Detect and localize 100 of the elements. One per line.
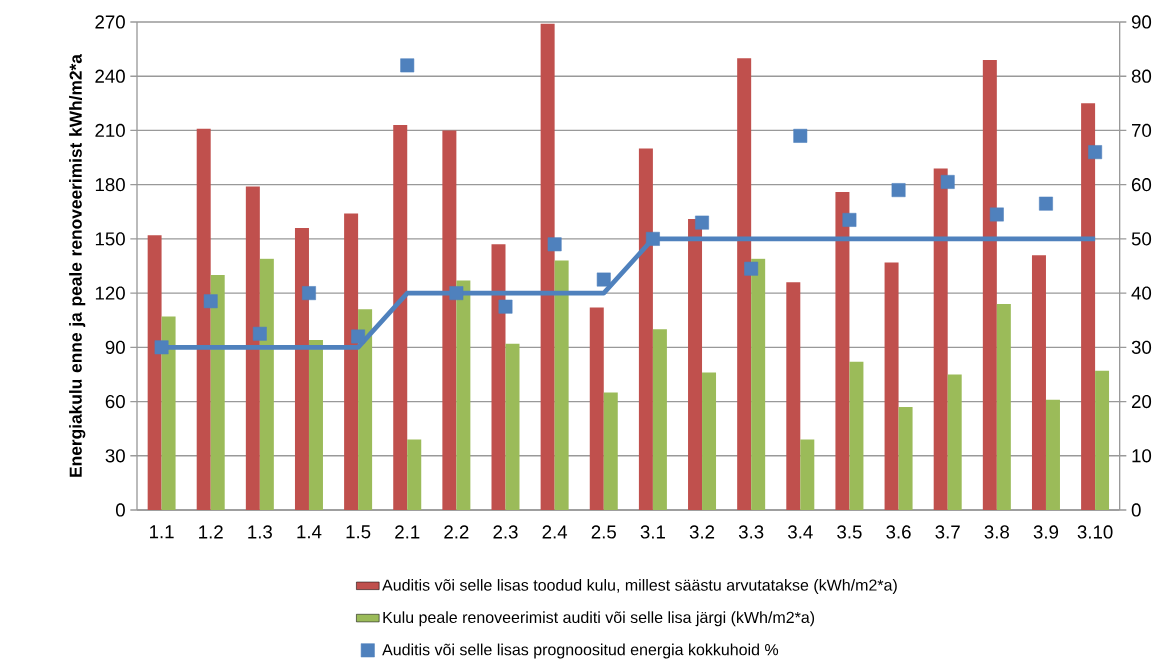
bar xyxy=(407,439,422,510)
x-tick-label: 3.5 xyxy=(837,525,862,539)
bar xyxy=(245,186,260,510)
point xyxy=(498,299,513,314)
x-tick-label: 1.4 xyxy=(297,525,322,539)
x-tick-label: 3.8 xyxy=(984,525,1009,539)
point xyxy=(989,207,1004,222)
bar xyxy=(344,213,359,510)
bar xyxy=(196,128,211,510)
bar xyxy=(161,316,176,510)
point xyxy=(400,58,415,73)
x-tick-label: 1.1 xyxy=(150,525,174,539)
point xyxy=(154,340,169,355)
legend-label: Auditis või selle lisas prognoositud energia kokkuhoid % xyxy=(382,643,779,659)
point xyxy=(842,212,857,227)
bar xyxy=(947,374,962,510)
legend-label: Kulu peale renoveerimist auditi või selle lisa järgi (kWh/m2*a) xyxy=(383,611,815,627)
x-tick-label: 3.1 xyxy=(640,525,665,539)
x-tick-label: 3.3 xyxy=(738,525,764,539)
x-tick-label: 1.2 xyxy=(199,525,223,539)
bar xyxy=(751,258,766,510)
x-tick-label: 2.2 xyxy=(444,525,469,539)
y-tick-label: 180 xyxy=(95,178,125,192)
bar xyxy=(849,361,864,510)
point xyxy=(744,261,759,276)
bar xyxy=(259,258,274,510)
y-tick-label: 150 xyxy=(95,232,125,246)
bar xyxy=(884,262,899,510)
point xyxy=(1039,196,1053,211)
point xyxy=(793,128,808,143)
bar xyxy=(393,125,408,510)
bar xyxy=(800,439,815,510)
y2-tick-label: 10 xyxy=(1132,449,1152,463)
bar xyxy=(702,372,717,510)
x-tick-label: 2.4 xyxy=(542,525,568,539)
y2-tick-label: 30 xyxy=(1131,340,1152,354)
bar xyxy=(540,23,555,510)
point xyxy=(203,294,218,309)
y2-tick-label: 60 xyxy=(1131,178,1152,192)
bar xyxy=(589,307,604,510)
x-tick-label: 1.5 xyxy=(346,525,371,539)
point xyxy=(596,272,611,287)
bar xyxy=(1095,370,1110,510)
x-tick-label: 3.10 xyxy=(1077,525,1113,539)
x-tick-label: 1.3 xyxy=(248,525,272,539)
point xyxy=(302,286,316,301)
y-tick-label: 210 xyxy=(95,123,125,138)
bar xyxy=(505,343,520,510)
point xyxy=(1088,145,1103,160)
x-tick-label: 3.6 xyxy=(886,525,911,539)
bar xyxy=(933,168,948,510)
point xyxy=(891,183,906,198)
y-axis-title: Energiakulu enne ja peale renoveerimist kWh/m2*a xyxy=(69,53,86,477)
x-tick-label: 3.7 xyxy=(935,525,960,539)
y-tick-label: 240 xyxy=(95,69,125,83)
bar xyxy=(456,280,471,510)
y2-tick-label: 80 xyxy=(1131,69,1152,83)
bar xyxy=(491,244,506,510)
y-tick-label: 120 xyxy=(95,286,125,300)
y2-tick-label: 70 xyxy=(1132,123,1152,138)
legend-label: Auditis või selle lisas toodud kulu, millest säästu arvutatakse (kWh/m2*a) xyxy=(382,579,897,594)
bar xyxy=(308,340,323,510)
x-tick-label: 3.2 xyxy=(689,525,715,539)
bar xyxy=(358,309,373,510)
y-tick-label: 270 xyxy=(95,15,125,29)
x-tick-label: 2.1 xyxy=(395,525,420,539)
y-tick-label: 60 xyxy=(105,394,125,409)
bar xyxy=(1081,103,1096,510)
point xyxy=(645,231,660,246)
bar xyxy=(638,148,653,510)
bar xyxy=(982,59,997,510)
y2-tick-label: 50 xyxy=(1131,232,1152,246)
bar xyxy=(147,235,162,510)
point xyxy=(547,237,562,252)
bar xyxy=(603,392,618,510)
x-tick-label: 2.5 xyxy=(591,525,616,539)
bar xyxy=(835,191,850,510)
y-tick-label: 0 xyxy=(115,503,125,517)
bar xyxy=(1045,399,1060,510)
bar xyxy=(1031,255,1046,510)
bar xyxy=(688,219,703,510)
point xyxy=(449,286,464,301)
y-tick-label: 30 xyxy=(105,449,125,463)
bar xyxy=(294,228,309,510)
bar xyxy=(442,130,457,510)
y2-tick-label: 20 xyxy=(1131,394,1152,409)
point xyxy=(940,175,955,189)
point xyxy=(351,329,366,344)
bar xyxy=(210,275,225,510)
x-tick-label: 2.3 xyxy=(493,525,518,539)
bar xyxy=(996,303,1011,510)
y2-tick-label: 0 xyxy=(1131,503,1141,517)
y-tick-label: 90 xyxy=(105,340,125,354)
bar xyxy=(737,58,752,510)
bar xyxy=(652,329,667,510)
bar xyxy=(898,406,913,510)
bar xyxy=(554,260,569,510)
x-tick-label: 3.4 xyxy=(788,525,813,539)
bar xyxy=(786,282,801,510)
y2-tick-label: 40 xyxy=(1131,286,1152,300)
